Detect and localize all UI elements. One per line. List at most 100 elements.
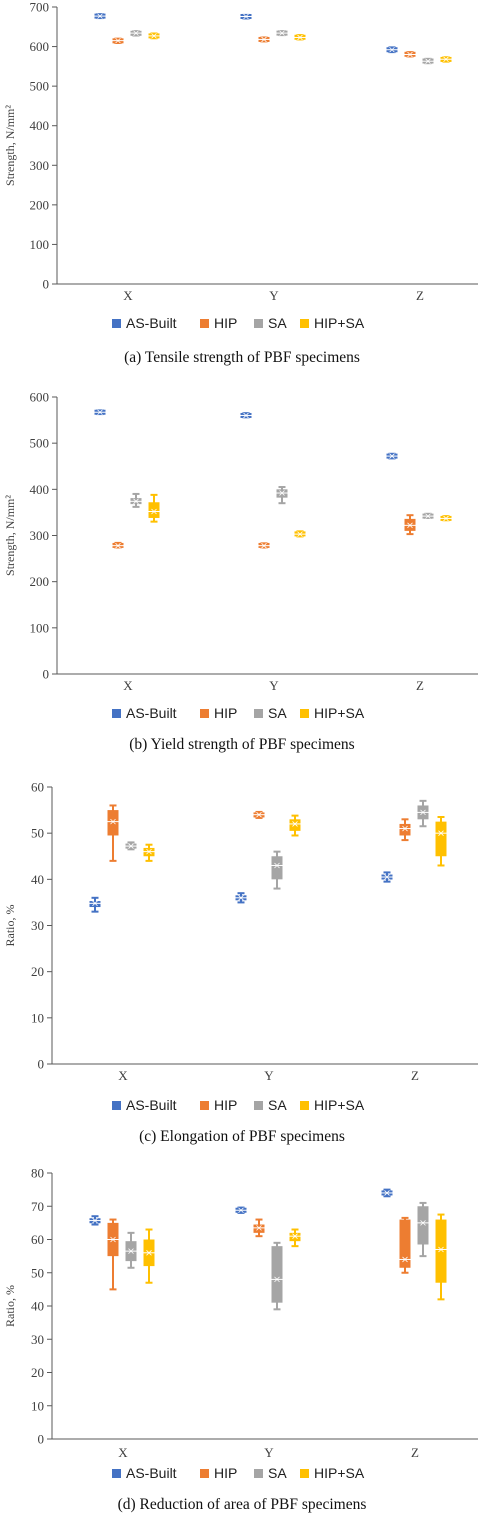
x-tick-label: Y	[264, 1068, 274, 1083]
legend-item: SA	[254, 315, 287, 331]
chart-b: 0 100 200 300 400 500 600 Strength, N/mm² X Y Z AS-…	[3, 390, 478, 721]
box-mark	[258, 542, 270, 549]
box-mark	[240, 412, 252, 419]
caption-c: (c) Elongation of PBF specimens	[139, 1128, 345, 1145]
legend-item: HIP+SA	[300, 315, 365, 331]
box-mark	[148, 32, 160, 40]
box-mark	[271, 1241, 283, 1311]
chart-c: 0 10 20 30 40 50 60 Ratio, % X Y Z AS-Built HIP SA HIP…	[3, 780, 478, 1113]
y-axis-title: Strength, N/mm²	[3, 495, 17, 576]
svg-text:HIP+SA: HIP+SA	[314, 315, 365, 331]
legend-item: HIP	[200, 1465, 237, 1481]
box-mark	[148, 493, 160, 523]
x-tick-label: Y	[264, 1445, 274, 1460]
y-tick-label: 20	[31, 964, 44, 979]
box-mark	[381, 1188, 393, 1198]
y-tick-label: 30	[31, 1332, 44, 1347]
y-tick-label: 10	[31, 1010, 44, 1025]
box-mark	[271, 850, 283, 890]
box-mark	[386, 452, 398, 460]
box-mark	[253, 1218, 265, 1238]
box-mark	[289, 814, 301, 837]
box-mark	[89, 896, 101, 913]
x-tick-label: X	[123, 288, 133, 303]
y-tick-label: 60	[31, 780, 44, 795]
x-tick-label: Z	[416, 678, 424, 693]
box-mark	[386, 46, 398, 54]
x-tick-label: Y	[269, 288, 279, 303]
y-tick-label: 500	[30, 436, 50, 451]
box-mark	[404, 514, 416, 536]
box-mark	[399, 818, 411, 842]
box-mark	[107, 1218, 119, 1291]
y-tick-label: 600	[30, 39, 50, 54]
y-tick-label: 200	[30, 197, 50, 212]
box-mark	[417, 799, 429, 828]
y-tick-label: 700	[30, 0, 50, 15]
svg-text:AS-Built: AS-Built	[126, 315, 177, 331]
legend-item: AS-Built	[112, 315, 177, 331]
x-tick-label: X	[123, 678, 133, 693]
box-mark	[112, 37, 124, 45]
x-tick-label: Z	[411, 1445, 419, 1460]
y-tick-label: 400	[30, 118, 50, 133]
box-mark	[94, 13, 106, 20]
legend-item: AS-Built	[112, 1097, 177, 1113]
box-mark	[440, 56, 452, 63]
svg-text:HIP+SA: HIP+SA	[314, 1465, 365, 1481]
box-mark	[130, 30, 142, 37]
legend-item: SA	[254, 1097, 287, 1113]
legend-item: SA	[254, 1465, 287, 1481]
svg-text:AS-Built: AS-Built	[126, 705, 177, 721]
svg-text:SA: SA	[268, 1097, 287, 1113]
y-tick-label: 50	[31, 1265, 44, 1280]
chart-d: 0 10 20 30 40 50 60 70 80 Ratio, % X Y Z AS-Built HIP S…	[3, 1166, 478, 1481]
box-mark	[294, 530, 306, 538]
y-tick-label: 200	[30, 574, 50, 589]
y-tick-label: 0	[38, 1057, 45, 1072]
legend-item: HIP+SA	[300, 1465, 365, 1481]
box-mark	[404, 51, 416, 58]
y-tick-label: 30	[31, 918, 44, 933]
svg-text:AS-Built: AS-Built	[126, 1097, 177, 1113]
y-tick-label: 100	[30, 620, 50, 635]
y-tick-label: 300	[30, 158, 50, 173]
svg-text:HIP: HIP	[214, 1465, 237, 1481]
box-mark	[235, 1206, 247, 1214]
box-mark	[235, 892, 247, 904]
box-mark	[435, 1213, 447, 1301]
y-axis-title: Ratio, %	[3, 905, 17, 947]
y-tick-label: 50	[31, 826, 44, 841]
box-mark	[381, 871, 393, 883]
y-tick-label: 0	[43, 667, 50, 682]
x-tick-label: X	[118, 1068, 128, 1083]
legend-item: HIP	[200, 705, 237, 721]
chart-panel-c: 0 10 20 30 40 50 60 Ratio, % X Y Z AS-Built HIP SA HIP…	[0, 760, 484, 1140]
y-tick-label: 0	[43, 277, 50, 292]
chart-panel-b: 0 100 200 300 400 500 600 Strength, N/mm² X Y Z AS-…	[0, 382, 484, 762]
box-mark	[130, 492, 142, 508]
legend-item: HIP	[200, 315, 237, 331]
box-mark	[276, 486, 288, 505]
y-axis-title: Strength, N/mm²	[3, 105, 17, 186]
y-tick-label: 60	[31, 1232, 44, 1247]
legend-item: AS-Built	[112, 1465, 177, 1481]
legend-item: HIP+SA	[300, 1097, 365, 1113]
svg-text:HIP+SA: HIP+SA	[314, 705, 365, 721]
y-tick-label: 10	[31, 1398, 44, 1413]
y-axis-title: Ratio, %	[3, 1285, 17, 1327]
box-mark	[422, 512, 434, 519]
legend-item: SA	[254, 705, 287, 721]
box-mark	[112, 541, 124, 549]
box-mark	[417, 1201, 429, 1258]
y-tick-label: 500	[30, 79, 50, 94]
legend-item: HIP+SA	[300, 705, 365, 721]
x-tick-label: Z	[411, 1068, 419, 1083]
y-tick-label: 100	[30, 237, 50, 252]
box-mark	[107, 804, 119, 862]
legend-item: HIP	[200, 1097, 237, 1113]
svg-text:SA: SA	[268, 705, 287, 721]
x-tick-label: Y	[269, 678, 279, 693]
chart-panel-a: 0 100 200 300 400 500 600 700 Strength, N/mm² X Y Z…	[0, 0, 484, 380]
svg-text:HIP: HIP	[214, 315, 237, 331]
